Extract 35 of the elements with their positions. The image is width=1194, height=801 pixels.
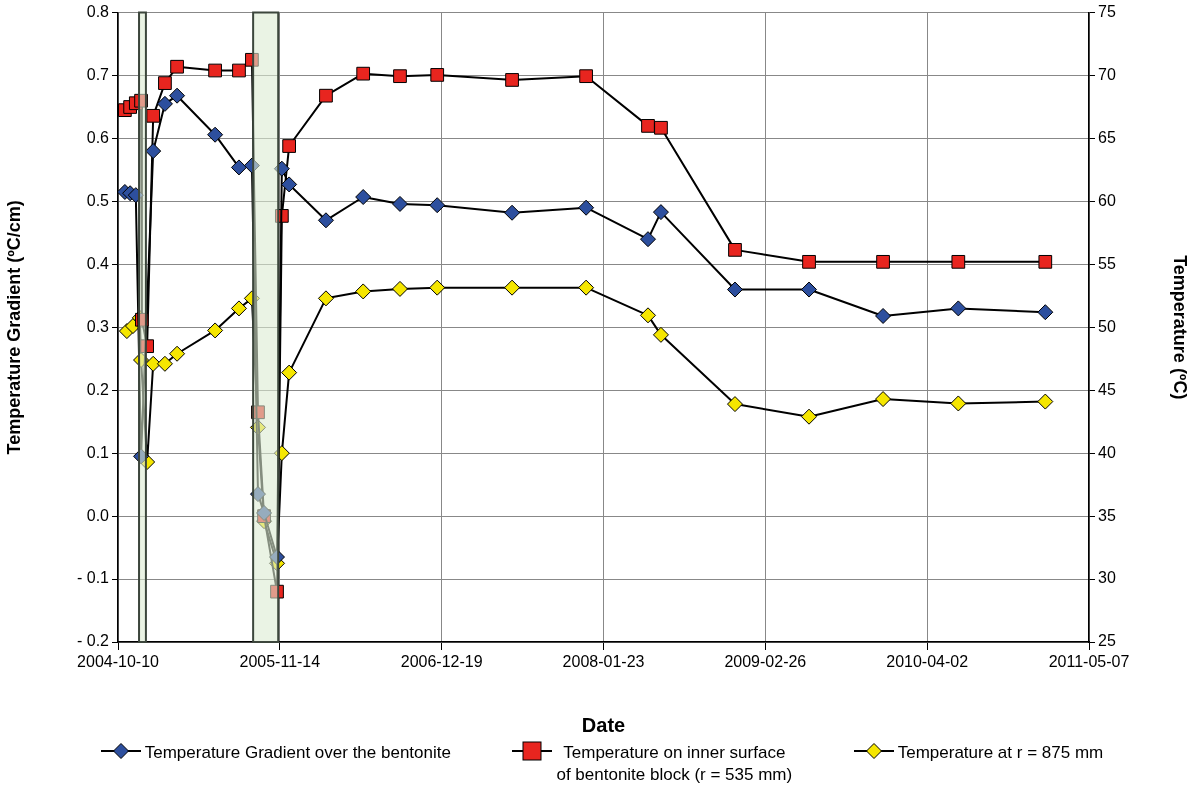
y-tick-label: - 0.2: [76, 632, 110, 650]
x-tick-label: 2009-02-26: [724, 653, 807, 671]
x-tick-label: 2004-10-10: [77, 653, 160, 671]
y-tick-label: 0.1: [86, 443, 110, 461]
y2-tick-label: 75: [1098, 3, 1116, 21]
legend-label: Temperature on inner surface of bentonite block (r = 535 mm): [556, 742, 793, 786]
x-tick-label: 2008-01-23: [562, 653, 645, 671]
x-axis-title: Date: [581, 713, 626, 736]
y-tick-label: - 0.1: [76, 569, 110, 587]
y2-axis-title: Temperature (ºC): [1170, 255, 1191, 400]
y2-tick-label: 50: [1098, 317, 1116, 335]
y2-tick-label: 55: [1098, 254, 1116, 272]
y-tick-label: 0.8: [86, 3, 110, 21]
x-tick-label: 2005-11-14: [239, 653, 321, 671]
y2-tick-label: 40: [1098, 443, 1116, 461]
y-tick-label: 0.2: [86, 380, 110, 398]
y-tick-label: 0.4: [86, 254, 110, 272]
x-tick-label: 2011-05-07: [1048, 653, 1130, 671]
x-tick-label: 2010-04-02: [886, 653, 969, 671]
y2-tick-label: 35: [1098, 506, 1116, 524]
y-axis-title: Temperature Gradient (ºC/cm): [3, 200, 24, 455]
legend-label: Temperature at r = 875 mm: [897, 742, 1104, 764]
y2-tick-label: 25: [1098, 632, 1116, 650]
y-tick-label: 0.6: [86, 128, 110, 146]
y2-tick-label: 60: [1098, 191, 1116, 209]
y2-tick-label: 65: [1098, 128, 1116, 146]
legend-label: Temperature Gradient over the bentonite: [144, 742, 451, 764]
y-tick-label: 0.0: [86, 506, 110, 524]
y2-tick-label: 70: [1098, 65, 1116, 83]
y2-tick-label: 30: [1098, 569, 1116, 587]
x-tick-label: 2006-12-19: [400, 653, 483, 671]
y-tick-label: 0.7: [86, 65, 110, 83]
y2-tick-label: 45: [1098, 380, 1116, 398]
y-tick-label: 0.3: [86, 317, 110, 335]
y-tick-label: 0.5: [86, 191, 110, 209]
